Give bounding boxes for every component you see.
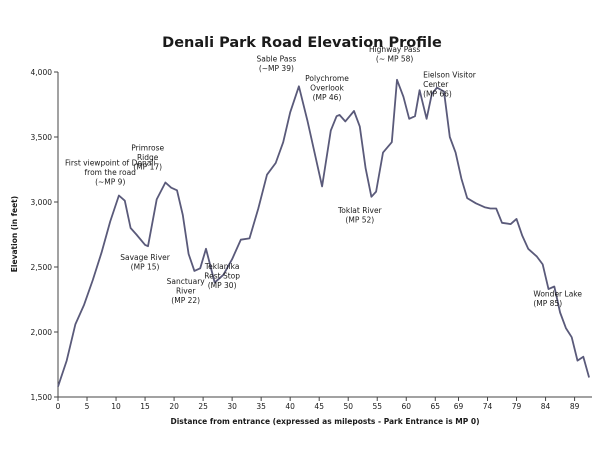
annotation-label: Savage River (MP 15) <box>120 253 170 272</box>
x-tick-label: 15 <box>140 402 150 411</box>
annotation-label: Sanctuary River (MP 22) <box>167 277 206 305</box>
y-axis-ticks: 1,500 2,000 2,500 3,000 3,500 4,000 <box>31 68 58 402</box>
x-tick-label: 55 <box>372 402 382 411</box>
x-tick-label: 50 <box>343 402 353 411</box>
annotation-label: First viewpoint of Denali from the road (~… <box>65 159 155 187</box>
annotation-label: Teklanika Rest Stop (MP 30) <box>204 262 240 290</box>
annotation-label: Sable Pass (~MP 39) <box>256 54 296 73</box>
y-tick-label: 3,500 <box>31 133 53 142</box>
annotation-label: Primrose Ridge (MP 17) <box>131 144 164 172</box>
y-tick-label: 2,500 <box>31 263 53 272</box>
y-tick-label: 3,000 <box>31 198 53 207</box>
annotation-layer: First viewpoint of Denali from the road (~… <box>65 45 582 308</box>
x-tick-label: 89 <box>570 402 580 411</box>
x-tick-label: 20 <box>169 402 179 411</box>
chart-title: Denali Park Road Elevation Profile <box>162 35 442 51</box>
annotation-label: Wonder Lake (MP 85) <box>533 290 582 309</box>
y-tick-label: 2,000 <box>31 328 53 337</box>
x-tick-label: 40 <box>285 402 295 411</box>
series-layer <box>57 78 590 387</box>
annotation-label: Highway Pass (~ MP 58) <box>369 45 420 64</box>
x-axis-label: Distance from entrance (expressed as mil… <box>170 417 479 426</box>
x-tick-label: 65 <box>431 402 441 411</box>
annotation-label: Eielson Visitor Center (MP 66) <box>423 71 477 99</box>
x-tick-label: 35 <box>256 402 266 411</box>
annotation-label: Toklat River (MP 52) <box>337 206 383 225</box>
x-tick-label: 60 <box>401 402 411 411</box>
x-tick-label: 25 <box>198 402 208 411</box>
y-axis-label: Elevation (in feet) <box>10 196 19 272</box>
annotation-label: Polychrome Overlook (MP 46) <box>305 74 349 102</box>
x-tick-label: 45 <box>314 402 324 411</box>
x-tick-label: 10 <box>111 402 121 411</box>
elevation-line <box>57 78 590 387</box>
x-axis-ticks: 0 5 10 15 20 25 30 35 40 45 50 55 60 65 69 74 79 84 89 <box>56 397 580 411</box>
x-tick-label: 74 <box>483 402 493 411</box>
x-tick-label: 84 <box>541 402 551 411</box>
y-tick-label: 1,500 <box>31 393 53 402</box>
x-tick-label: 79 <box>512 402 522 411</box>
y-tick-label: 4,000 <box>31 68 53 77</box>
x-tick-label: 69 <box>454 402 464 411</box>
x-tick-label: 5 <box>85 402 90 411</box>
x-tick-label: 0 <box>56 402 61 411</box>
x-tick-label: 30 <box>227 402 237 411</box>
